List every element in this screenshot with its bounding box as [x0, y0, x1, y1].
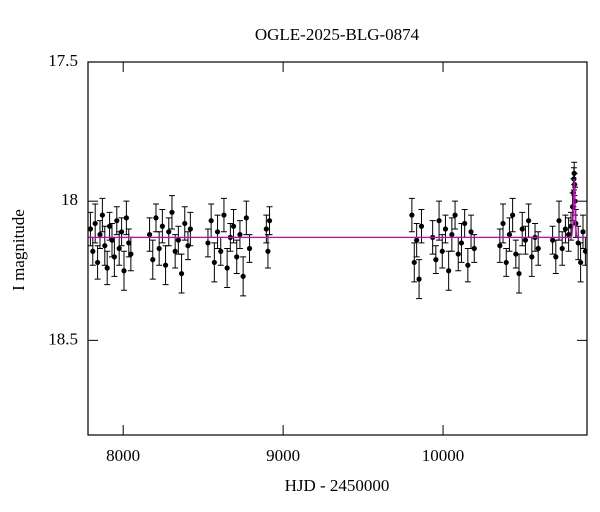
- data-point: [246, 245, 253, 252]
- data-point: [146, 231, 153, 238]
- x-tick-label: 8000: [106, 446, 140, 465]
- data-point: [465, 262, 471, 268]
- data-point: [234, 254, 240, 260]
- data-point: [88, 226, 93, 232]
- data-point: [535, 245, 541, 252]
- data-point: [166, 229, 172, 235]
- data-point: [126, 240, 132, 246]
- data-point: [516, 270, 522, 277]
- data-point: [109, 237, 115, 243]
- data-point: [580, 229, 586, 235]
- data-point: [471, 245, 477, 252]
- data-point: [566, 231, 572, 238]
- data-point: [111, 254, 117, 260]
- data-point: [175, 237, 181, 243]
- data-point: [506, 231, 513, 238]
- data-point: [237, 231, 243, 238]
- data-point: [519, 226, 525, 232]
- data-point: [510, 212, 516, 218]
- data-point: [455, 251, 461, 257]
- data-point: [123, 215, 129, 221]
- data-point: [452, 212, 458, 218]
- plot-frame: [87, 61, 588, 436]
- data-point: [153, 215, 159, 221]
- data-point: [90, 248, 96, 254]
- data-point: [102, 243, 108, 249]
- data-point: [240, 273, 246, 279]
- data-point: [218, 248, 224, 254]
- y-tick-label: 18.5: [48, 329, 78, 348]
- data-point: [418, 223, 425, 229]
- data-point: [458, 240, 465, 246]
- chart-title: OGLE-2025-BLG-0874: [255, 25, 420, 44]
- data-point: [224, 265, 230, 271]
- data-point: [114, 218, 120, 224]
- data-point: [446, 268, 452, 274]
- data-point: [449, 231, 455, 238]
- data-point: [462, 220, 468, 227]
- data-point: [104, 265, 110, 271]
- data-point: [208, 218, 214, 224]
- data-point: [205, 240, 211, 246]
- data-point: [162, 262, 169, 268]
- data-point: [562, 226, 569, 232]
- data-point: [97, 231, 103, 238]
- data-point: [266, 218, 273, 224]
- data-point: [439, 248, 445, 254]
- data-point: [172, 248, 178, 254]
- data-point: [414, 237, 420, 243]
- data-point: [553, 254, 559, 260]
- data-point: [187, 226, 193, 232]
- y-tick-label: 17.5: [48, 51, 78, 70]
- x-tick-label: 10000: [422, 446, 465, 465]
- data-point: [497, 243, 503, 249]
- data-point: [211, 259, 217, 266]
- data-point: [116, 245, 122, 252]
- data-point: [92, 220, 98, 227]
- data-point: [230, 223, 237, 229]
- data-point: [121, 268, 127, 274]
- y-tick-label: 18: [61, 190, 78, 209]
- data-point: [411, 259, 417, 266]
- data-point: [526, 218, 532, 224]
- data-point: [150, 257, 156, 263]
- data-point: [128, 251, 134, 257]
- data-point: [513, 251, 519, 257]
- data-point: [582, 248, 587, 254]
- data-point: [550, 237, 556, 243]
- data-point: [99, 212, 105, 218]
- data-point: [265, 248, 271, 254]
- data-point: [182, 220, 188, 227]
- data-point: [159, 223, 165, 229]
- model-line: [88, 178, 587, 239]
- data-point: [578, 259, 584, 266]
- data-point: [556, 218, 562, 224]
- data-point: [178, 270, 185, 277]
- data-point: [436, 218, 442, 224]
- data-point: [416, 276, 422, 282]
- data-point: [94, 259, 101, 266]
- data-point: [214, 229, 221, 235]
- data-point: [522, 237, 529, 243]
- data-point: [503, 259, 509, 266]
- data-point: [221, 212, 227, 218]
- data-point: [468, 229, 474, 235]
- data-point: [442, 226, 449, 232]
- data-point: [559, 245, 565, 252]
- data-point: [118, 229, 125, 235]
- data-point: [529, 254, 535, 260]
- x-tick-label: 9000: [266, 446, 300, 465]
- data-point: [433, 257, 439, 263]
- data-point: [409, 212, 415, 218]
- data-point: [243, 215, 249, 221]
- data-point: [500, 220, 506, 227]
- data-point: [169, 209, 175, 215]
- data-point: [263, 226, 269, 232]
- data-point: [156, 245, 162, 252]
- x-axis-label: HJD - 2450000: [285, 476, 390, 495]
- data-point: [106, 223, 113, 229]
- y-axis-label: I magnitude: [9, 209, 28, 291]
